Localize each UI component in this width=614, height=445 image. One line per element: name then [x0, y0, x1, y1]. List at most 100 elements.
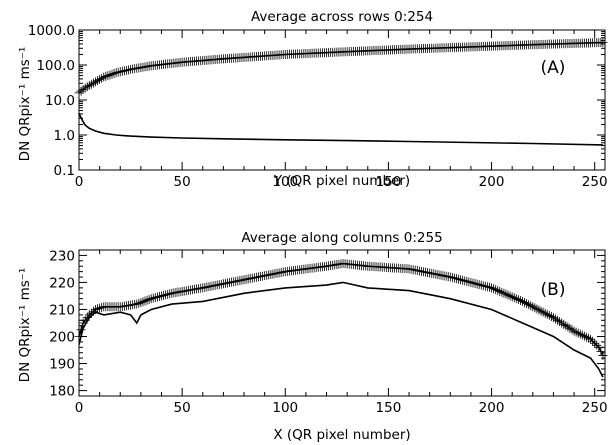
data-point	[200, 282, 210, 292]
data-point	[470, 279, 480, 289]
data-point	[569, 326, 579, 336]
data-point	[202, 282, 212, 292]
data-point	[99, 72, 109, 82]
data-point	[119, 66, 129, 76]
data-point	[233, 276, 243, 286]
chart-title: Average across rows 0:254	[251, 9, 433, 25]
data-point	[148, 293, 158, 303]
data-point	[154, 292, 164, 302]
data-point	[579, 331, 589, 341]
data-point	[159, 290, 169, 300]
data-point	[456, 275, 466, 285]
data-point	[107, 69, 117, 79]
y-tick-label: 100.0	[36, 58, 75, 74]
data-point	[251, 272, 261, 282]
data-point	[239, 275, 249, 285]
data-point	[530, 303, 540, 313]
data-point	[84, 80, 94, 90]
data-point	[423, 268, 433, 278]
data-point	[146, 294, 156, 304]
data-point	[507, 292, 517, 302]
data-point	[524, 300, 534, 310]
x-tick-label: 50	[174, 174, 191, 190]
data-point	[227, 277, 237, 287]
data-point	[163, 289, 173, 299]
axis-ticks: 0 50 100 150 200 250 0.1 1.0 10.0 100.0 1000.0	[28, 23, 608, 190]
data-point	[586, 334, 596, 344]
data-point	[142, 295, 152, 305]
data-point	[476, 280, 486, 290]
y-tick-label: 1000.0	[28, 23, 75, 39]
data-point	[503, 290, 513, 300]
data-point	[276, 267, 286, 277]
axis-ticks: 0 50 100 150 200 250 180 190 200 210 220 230	[49, 248, 607, 416]
data-point	[468, 278, 478, 288]
x-tick-label: 250	[582, 174, 608, 190]
data-point	[208, 281, 218, 291]
data-point	[540, 308, 550, 318]
data-point	[210, 280, 220, 290]
data-point	[451, 274, 461, 284]
data-point	[565, 323, 575, 333]
x-tick-label: 50	[174, 400, 191, 416]
data-point	[536, 306, 546, 316]
data-point	[76, 325, 86, 335]
chart-panel-b: Average along columns 0:255 DN QRpix⁻¹ m…	[17, 230, 608, 443]
x-axis-label: Y (QR pixel number)	[273, 173, 410, 189]
data-point	[425, 268, 435, 278]
data-point	[134, 298, 144, 308]
data-point	[538, 307, 548, 317]
data-point	[144, 294, 154, 304]
data-point	[577, 330, 587, 340]
data-point	[414, 266, 424, 276]
data-point	[204, 282, 214, 292]
data-point	[460, 276, 470, 286]
data-point	[454, 274, 464, 284]
data-point	[478, 281, 488, 291]
data-point	[462, 276, 472, 286]
data-point	[427, 268, 437, 278]
x-tick-label: 200	[479, 174, 505, 190]
x-tick-label: 150	[376, 174, 402, 190]
data-point	[458, 275, 468, 285]
data-point	[443, 272, 453, 282]
data-point	[161, 290, 171, 300]
data-point	[439, 271, 449, 281]
plot-series	[74, 37, 608, 146]
data-point	[95, 303, 105, 313]
data-point	[237, 275, 247, 285]
data-point	[93, 76, 103, 86]
data-point	[404, 264, 414, 274]
data-point	[220, 278, 230, 288]
data-point	[505, 291, 515, 301]
data-point	[559, 319, 569, 329]
data-point	[441, 271, 451, 281]
data-point	[437, 270, 447, 280]
y-tick-label: 1.0	[54, 128, 75, 144]
data-point	[571, 327, 581, 337]
data-point	[256, 271, 266, 281]
data-point	[97, 302, 107, 312]
data-point	[429, 269, 439, 279]
data-point	[214, 280, 224, 290]
data-point	[198, 283, 208, 293]
data-point	[243, 274, 253, 284]
data-point	[272, 268, 282, 278]
data-point	[553, 315, 563, 325]
x-tick-label: 100	[272, 174, 298, 190]
data-point	[88, 78, 98, 88]
data-point	[482, 282, 492, 292]
data-point	[91, 77, 101, 87]
data-point	[101, 71, 111, 81]
data-point	[113, 67, 123, 77]
data-point	[140, 296, 150, 306]
data-point	[594, 342, 604, 352]
data-point	[229, 277, 239, 287]
data-point	[590, 338, 600, 348]
data-point	[501, 289, 511, 299]
y-tick-label: 190	[49, 357, 75, 373]
data-point	[474, 280, 484, 290]
data-point	[270, 269, 280, 279]
data-point	[206, 281, 216, 291]
x-axis-label: X (QR pixel number)	[273, 427, 410, 443]
